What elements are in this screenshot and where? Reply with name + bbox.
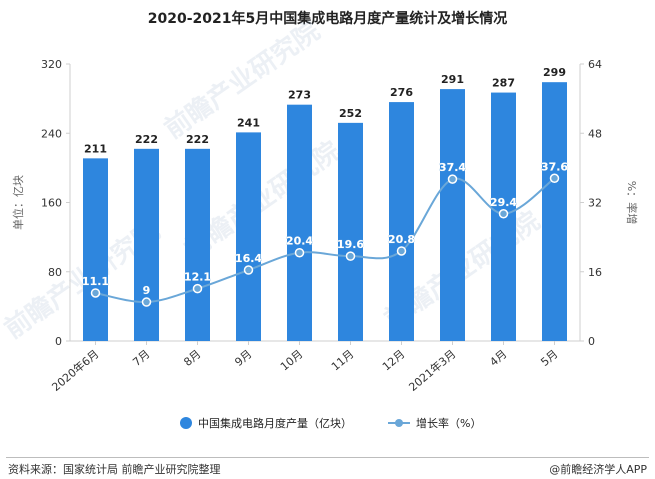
brand-text: @前瞻经济学人APP xyxy=(549,463,647,476)
line-point xyxy=(90,288,101,298)
line-point xyxy=(192,283,203,294)
bar xyxy=(389,102,414,342)
y-tick-label-right: 0 xyxy=(588,335,595,348)
bar-value-label: 211 xyxy=(84,142,107,155)
line-value-label: 12.1 xyxy=(184,271,211,284)
footer-divider xyxy=(6,457,649,458)
bar xyxy=(338,122,363,341)
x-tick-label: 2021年3月 xyxy=(406,347,459,394)
bar-value-label: 291 xyxy=(441,73,464,86)
line-value-label: 16.4 xyxy=(235,252,262,265)
x-tick-label: 5月 xyxy=(538,347,560,369)
line-point xyxy=(549,173,560,184)
x-tick-label: 4月 xyxy=(487,347,509,369)
y-tick-label-left: 320 xyxy=(41,58,62,71)
footer: 资料来源：国家统计局 前瞻产业研究院整理 @前瞻经济学人APP xyxy=(0,457,655,479)
bar xyxy=(287,104,312,341)
legend-line-label: 增长率（%） xyxy=(416,416,481,430)
line-value-label: 37.4 xyxy=(439,161,466,174)
x-tick-label: 12月 xyxy=(380,347,408,373)
legend-line-point xyxy=(395,419,403,427)
bar-value-label: 299 xyxy=(543,66,566,79)
bar-value-label: 276 xyxy=(390,86,413,99)
line-value-label: 37.6 xyxy=(541,160,568,173)
y-tick-label-left: 240 xyxy=(41,127,62,140)
x-tick-label: 8月 xyxy=(181,347,203,369)
line-point xyxy=(498,209,509,219)
bar xyxy=(185,148,210,341)
y-tick-label-right: 48 xyxy=(588,127,602,140)
bar-value-label: 222 xyxy=(186,133,209,146)
x-tick-label: 10月 xyxy=(278,347,306,373)
line-point xyxy=(345,251,356,261)
y-tick-label-right: 32 xyxy=(588,197,602,210)
line-point xyxy=(294,247,305,258)
line-point xyxy=(243,265,254,275)
bar xyxy=(236,132,261,341)
line-point xyxy=(447,174,458,184)
bar xyxy=(542,82,567,341)
legend-bar-marker xyxy=(180,417,192,429)
y-tick-label-left: 80 xyxy=(48,266,62,279)
source-text: 资料来源：国家统计局 前瞻产业研究院整理 xyxy=(8,463,221,476)
legend-bar-label: 中国集成电路月度产量（亿块） xyxy=(198,416,352,430)
line-value-label: 11.1 xyxy=(82,275,109,288)
bar-value-label: 287 xyxy=(492,77,515,90)
y-axis-title-left: 单位：亿块 xyxy=(11,175,25,230)
bar xyxy=(440,89,465,342)
x-tick-label: 2020年6月 xyxy=(49,347,102,394)
chart-title: 2020-2021年5月中国集成电路月度产量统计及增长情况 xyxy=(147,11,508,27)
line-value-label: 9 xyxy=(143,284,151,297)
x-tick-label: 11月 xyxy=(329,347,357,373)
y-tick-label-left: 0 xyxy=(55,335,62,348)
bar-value-label: 222 xyxy=(135,133,158,146)
line-value-label: 19.6 xyxy=(337,238,364,251)
line-point xyxy=(141,297,152,307)
bar xyxy=(134,148,159,341)
bar-value-label: 241 xyxy=(237,116,260,129)
line-point xyxy=(396,246,407,256)
line-value-label: 29.4 xyxy=(490,196,517,209)
line-value-label: 20.8 xyxy=(388,233,415,246)
bar xyxy=(83,158,108,341)
y-tick-label-right: 64 xyxy=(588,58,602,71)
line-value-label: 20.4 xyxy=(286,235,313,248)
y-tick-label-right: 16 xyxy=(588,266,602,279)
x-tick-label: 9月 xyxy=(232,347,254,369)
x-tick-label: 7月 xyxy=(130,347,152,369)
bar-value-label: 252 xyxy=(339,107,362,120)
y-axis-title-right: %：率增 xyxy=(625,181,639,224)
y-tick-label-left: 160 xyxy=(41,197,62,210)
bar-value-label: 273 xyxy=(288,89,311,102)
growth-rate-line xyxy=(95,177,556,304)
